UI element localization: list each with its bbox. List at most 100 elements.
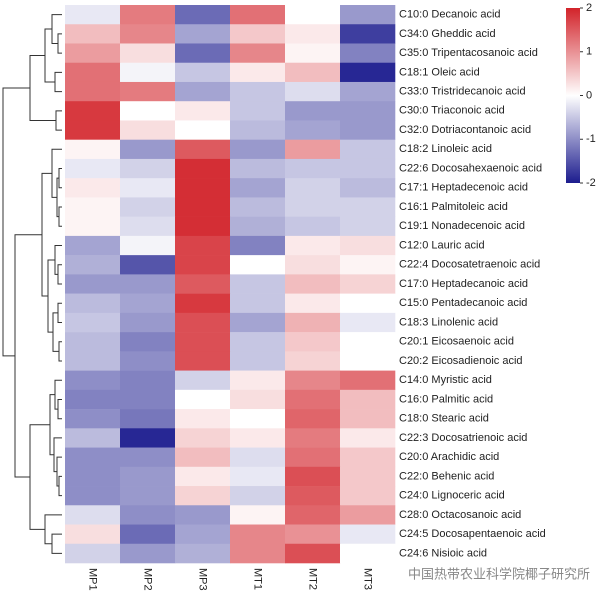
heatmap-cell: [65, 120, 121, 140]
heatmap-cell: [175, 505, 231, 525]
heatmap-cell: [230, 43, 286, 64]
heatmap-cell: [285, 543, 341, 564]
dendrogram-branch: [57, 264, 62, 285]
heatmap-cell: [65, 409, 121, 429]
heatmap-cell: [175, 101, 231, 121]
heatmap-cell: [65, 101, 121, 121]
heatmap-cell: [340, 5, 396, 25]
heatmap-cell: [230, 428, 286, 448]
heatmap-cell: [340, 351, 396, 371]
row-label: C19:1 Nonadecenoic acid: [399, 220, 525, 232]
row-label: C18:0 Stearic acid: [399, 413, 489, 425]
heatmap-cell: [285, 158, 341, 179]
heatmap-cell: [340, 62, 396, 83]
row-label: C17:1 Heptadecenoic acid: [399, 182, 528, 194]
heatmap-cell: [230, 466, 286, 487]
heatmap-cell: [175, 543, 231, 564]
dendrogram-branch: [51, 14, 62, 44]
heatmap-cell: [340, 370, 396, 391]
heatmap-cell: [175, 5, 231, 25]
column-label: MP2: [142, 568, 154, 591]
heatmap-cell: [120, 332, 176, 352]
column-label: MP3: [197, 568, 209, 591]
heatmap-cell: [285, 524, 341, 545]
heatmap-cell: [120, 24, 176, 44]
dendrogram-branch: [58, 206, 62, 227]
dendrogram-branch: [14, 234, 42, 478]
dendrogram-branch: [44, 28, 55, 83]
heatmap-cell: [120, 216, 176, 237]
heatmap-cell: [65, 332, 121, 352]
row-label: C16:1 Palmitoleic acid: [399, 201, 508, 213]
heatmap-cell: [230, 486, 286, 506]
row-label: C30:0 Triaconoic acid: [399, 105, 505, 117]
heatmap-cell: [65, 486, 121, 506]
heatmap-cell: [120, 178, 176, 198]
heatmap-cell: [175, 255, 231, 275]
heatmap-cell: [175, 81, 231, 102]
heatmap-cell: [65, 178, 121, 198]
heatmap-cell: [340, 466, 396, 487]
heatmap-cell: [175, 139, 231, 160]
heatmap-cell: [120, 255, 176, 275]
dendrogram-branch: [58, 341, 62, 362]
heatmap-cell: [230, 158, 286, 179]
row-label: C34:0 Gheddic acid: [399, 28, 496, 40]
heatmap-cell: [230, 120, 286, 140]
heatmap-cell: [175, 466, 231, 487]
heatmap-cell: [65, 389, 121, 410]
heatmap-cell: [175, 178, 231, 198]
row-label: C35:0 Tripentacosanoic acid: [399, 47, 538, 59]
row-label: C22:6 Docosahexaenoic acid: [399, 162, 542, 174]
row-label: C22:4 Docosatetraenoic acid: [399, 259, 540, 271]
heatmap-cell: [340, 197, 396, 217]
row-label: C24:5 Docosapentaenoic acid: [399, 528, 546, 540]
heatmap-cell: [230, 197, 286, 217]
heatmap-cell: [65, 62, 121, 83]
heatmap-cell: [230, 312, 286, 333]
heatmap-cell: [230, 524, 286, 545]
heatmap-cell: [120, 43, 176, 64]
heatmap-cell: [285, 101, 341, 121]
heatmap-cell: [230, 505, 286, 525]
dendrogram-branch: [53, 437, 62, 473]
dendrogram-branch: [58, 475, 62, 497]
heatmap-cell: [340, 409, 396, 429]
heatmap-cell: [120, 101, 176, 121]
heatmap-cell: [285, 5, 341, 25]
heatmap-cell: [120, 235, 176, 256]
heatmap-cell: [285, 216, 341, 237]
heatmap-cell: [120, 370, 176, 391]
heatmap-cell: [340, 447, 396, 468]
heatmap-cell: [175, 389, 231, 410]
heatmap-cell: [230, 24, 286, 44]
heatmap-cell: [230, 332, 286, 352]
heatmap-cell: [175, 312, 231, 333]
heatmap-cell: [175, 24, 231, 44]
heatmap-cell: [65, 235, 121, 256]
heatmap-cell: [285, 120, 341, 140]
heatmap-cell: [340, 255, 396, 275]
heatmap-cell: [120, 428, 176, 448]
heatmap-cell: [65, 351, 121, 371]
heatmap-cell: [230, 62, 286, 83]
heatmap-cell: [120, 389, 176, 410]
heatmap-cell: [175, 43, 231, 64]
heatmap-cell: [340, 293, 396, 314]
heatmap-cell: [120, 120, 176, 140]
heatmap-cell: [340, 274, 396, 294]
row-label: C22:0 Behenic acid: [399, 470, 494, 482]
column-label: MT3: [362, 568, 374, 590]
heatmap-cell: [230, 235, 286, 256]
heatmap-cell: [230, 351, 286, 371]
dendrogram-branch: [29, 424, 50, 530]
heatmap-cell: [285, 24, 341, 44]
heatmap-cell: [340, 120, 396, 140]
row-label: C15:0 Pentadecanoic acid: [399, 297, 527, 309]
column-label: MT2: [307, 568, 319, 590]
row-label: C20:2 Eicosadienoic acid: [399, 355, 523, 367]
heatmap-cell: [175, 428, 231, 448]
heatmap-cell: [175, 293, 231, 314]
heatmap-cell: [65, 5, 121, 25]
heatmap-cell: [285, 235, 341, 256]
